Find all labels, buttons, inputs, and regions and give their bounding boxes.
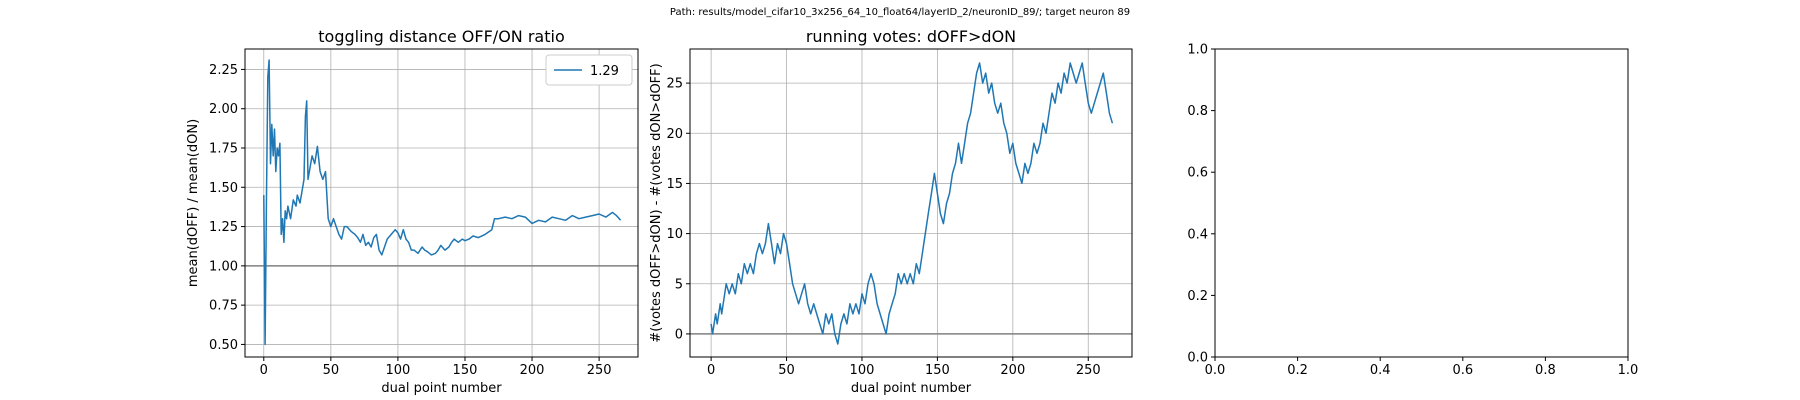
y-tick-label: 1.25 [209,220,238,235]
y-tick-label: 0.0 [1187,351,1208,366]
x-tick-label: 200 [520,363,545,378]
y-tick-label: 1.00 [209,259,238,274]
chart-title: toggling distance OFF/ON ratio [318,27,564,46]
x-tick-label: 0 [260,363,268,378]
x-axis-label: dual point number [851,381,972,396]
x-axis-label: dual point number [381,381,502,396]
y-tick-label: 0.50 [209,338,238,353]
legend-entry: 1.29 [590,64,619,79]
x-tick-label: 150 [453,363,478,378]
y-tick-label: 0.75 [209,299,238,314]
x-tick-label: 0.6 [1452,363,1473,378]
x-tick-label: 50 [323,363,340,378]
y-tick-label: 1.0 [1187,43,1208,58]
axes-frame [1214,48,1629,358]
legend: 1.29 [545,54,633,86]
y-tick-label: 5 [675,277,683,292]
y-tick-label: 15 [666,177,683,192]
y-tick-label: 0.6 [1187,166,1208,181]
y-tick-label: 0.4 [1187,227,1208,242]
y-tick-label: 2.25 [209,63,238,78]
axes-frame [244,48,639,358]
chart-2: 0 50 100 150 200 250 0 5 10 15 20 25 running votes: … [649,27,1133,396]
y-tick-label: 20 [666,127,683,142]
x-tick-label: 200 [1000,363,1025,378]
series-line-1 [710,62,1114,345]
x-tick-label: 1.0 [1618,363,1639,378]
chart-1: 0 50 100 150 200 250 0.50 0.75 1.00 1.25 1.50 1.75 2… [186,27,639,396]
x-tick-label: 250 [1076,363,1101,378]
y-tick-label: 1.75 [209,142,238,157]
y-tick-label: 1.50 [209,181,238,196]
x-tick-label: 150 [925,363,950,378]
y-tick-label: 0.8 [1187,104,1208,119]
legend-box [545,54,633,86]
x-tick-label: 50 [778,363,795,378]
x-tick-label: 0.0 [1205,363,1226,378]
chart-3: 0.0 0.2 0.4 0.6 0.8 1.0 0.0 0.2 0.4 0.6 0.8 1.0 [1187,43,1638,379]
y-tick-label: 0.2 [1187,289,1208,304]
x-tick-label: 0.4 [1370,363,1391,378]
x-tick-label: 0.2 [1287,363,1308,378]
y-tick-label: 25 [666,77,683,92]
x-tick-label: 100 [385,363,410,378]
x-tick-label: 0.8 [1535,363,1556,378]
y-axis-label: #(votes dOFF>dON) - #(votes dON>dOFF) [649,63,664,342]
y-tick-label: 10 [666,227,683,242]
y-axis-label: mean(dOFF) / mean(dON) [186,119,201,287]
x-tick-label: 250 [587,363,612,378]
series-line-1 [263,59,622,346]
x-tick-label: 100 [850,363,875,378]
y-tick-label: 2.00 [209,102,238,117]
figure-suptitle: Path: results/model_cifar10_3x256_64_10_… [670,7,1130,18]
x-tick-label: 0 [707,363,715,378]
axes-frame [689,48,1133,358]
chart-title: running votes: dOFF>dON [806,27,1016,46]
y-tick-label: 0 [675,327,683,342]
